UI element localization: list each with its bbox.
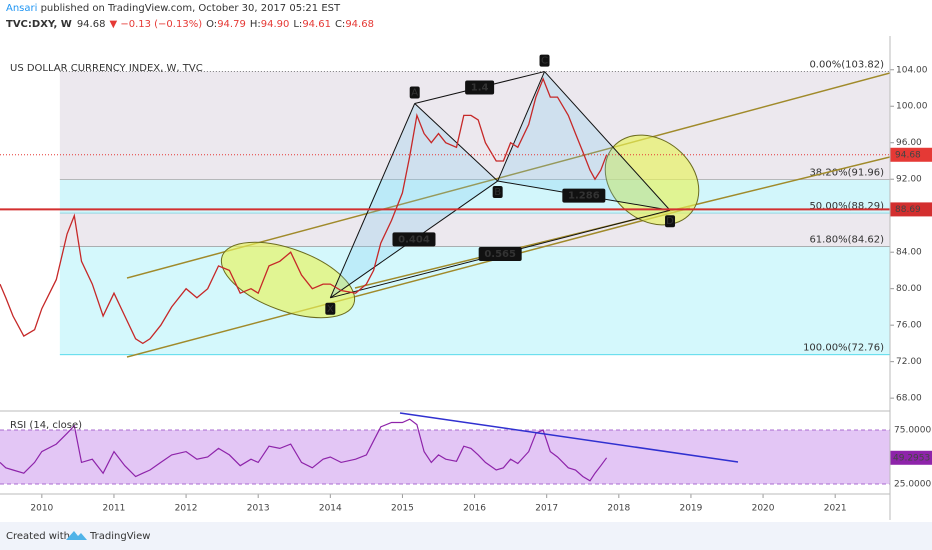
x-tick-label: 2012 xyxy=(175,504,198,514)
ratio-box xyxy=(392,232,436,247)
pattern-point-box xyxy=(325,302,336,315)
ratio-label: 1.4 xyxy=(471,83,489,94)
pattern-leg xyxy=(497,71,545,182)
pattern-fill xyxy=(330,103,498,298)
last: 94.68 xyxy=(77,19,106,30)
axis-price-label: 88.69 xyxy=(895,205,921,215)
pattern-leg xyxy=(414,103,498,182)
l-val: 94.61 xyxy=(302,19,331,30)
header-line: Ansari published on TradingView.com, Oct… xyxy=(6,3,341,14)
fib-band xyxy=(59,213,890,247)
fib-label: 100.00%(72.76) xyxy=(803,343,884,354)
y-tick-label: 76.00 xyxy=(896,321,922,331)
y-tick-label: 92.00 xyxy=(896,175,922,185)
rsi-line xyxy=(0,418,608,482)
h-key: H: xyxy=(250,19,261,30)
l-key: L: xyxy=(293,19,302,30)
pattern-fill xyxy=(497,71,671,211)
rsi-value-label: 49.2953 xyxy=(893,453,930,463)
fib-label: 38.20%(91.96) xyxy=(809,168,884,179)
symbol-line: TVC:DXY, W 94.68 ▼ −0.13 (−0.13%) O:94.79 H:… xyxy=(6,19,374,30)
rsi-tick-label: 75.0000 xyxy=(894,426,931,436)
ratio-box xyxy=(465,80,495,95)
h-val: 94.90 xyxy=(261,19,290,30)
rsi-tick-label: 25.0000 xyxy=(894,480,931,490)
o-key: O: xyxy=(206,19,217,30)
axis-price-box xyxy=(890,202,932,217)
y-tick-label: 72.00 xyxy=(896,357,922,367)
ratio-box xyxy=(478,247,522,262)
x-tick-label: 2011 xyxy=(103,504,126,514)
pattern-point-box xyxy=(539,54,550,67)
rsi-band xyxy=(0,430,890,485)
c-key: C: xyxy=(335,19,345,30)
axis-price-box xyxy=(890,147,932,162)
y-tick-label: 100.00 xyxy=(896,102,928,112)
x-tick-label: 2020 xyxy=(752,504,775,514)
footer-brand[interactable]: TradingView xyxy=(89,531,150,542)
axis-price-label: 94.68 xyxy=(895,150,921,160)
o-val: 94.79 xyxy=(217,19,246,30)
highlight-ellipse xyxy=(220,241,356,319)
ratio-label: 0.565 xyxy=(484,249,516,260)
channel-line xyxy=(126,207,691,358)
pattern-point-label: A xyxy=(411,88,418,99)
pattern-leg xyxy=(329,103,416,298)
symbol: TVC:DXY, W xyxy=(6,19,72,30)
y-tick-label: 104.00 xyxy=(896,65,928,75)
price-line xyxy=(0,77,608,345)
y-tick-label: 84.00 xyxy=(896,248,922,258)
pattern-leg xyxy=(544,71,671,211)
y-tick-label: 68.00 xyxy=(896,394,922,404)
x-tick-label: 2019 xyxy=(679,504,702,514)
rsi-value-box xyxy=(890,450,932,465)
x-tick-label: 2021 xyxy=(824,504,847,514)
rsi-label: RSI (14, close) xyxy=(10,420,82,431)
x-tick-label: 2013 xyxy=(247,504,270,514)
ratio-label: 0.404 xyxy=(398,234,430,245)
chart-title: US DOLLAR CURRENCY INDEX, W, TVC xyxy=(10,63,203,74)
fib-label: 0.00%(103.82) xyxy=(809,59,884,70)
logo xyxy=(66,531,87,540)
pattern-point-box xyxy=(409,86,420,99)
fib-label: 50.00%(88.29) xyxy=(809,201,884,212)
y-tick-label: 96.00 xyxy=(896,138,922,148)
pattern-point-label: X xyxy=(327,304,334,315)
x-tick-label: 2010 xyxy=(30,504,53,514)
pattern-point-label: B xyxy=(494,187,501,198)
pattern-point-label: D xyxy=(666,216,674,227)
pattern-point-box xyxy=(665,215,676,228)
pattern-point-box xyxy=(492,186,503,199)
x-tick-label: 2016 xyxy=(463,504,486,514)
author[interactable]: Ansari xyxy=(6,3,37,14)
ratio-label: 1.286 xyxy=(568,191,600,202)
pattern-point-label: C xyxy=(541,56,548,67)
x-tick-label: 2018 xyxy=(607,504,630,514)
ratio-box xyxy=(562,188,606,203)
change: ▼ −0.13 (−0.13%) xyxy=(109,19,202,30)
x-tick-label: 2015 xyxy=(391,504,414,514)
x-tick-label: 2017 xyxy=(535,504,558,514)
footer-created: Created with xyxy=(6,531,70,542)
c-val: 94.68 xyxy=(345,19,374,30)
y-tick-label: 80.00 xyxy=(896,284,922,294)
rsi-trendline xyxy=(399,412,739,463)
footer-bar xyxy=(0,522,932,550)
fib-label: 61.80%(84.62) xyxy=(809,235,884,246)
published: published on TradingView.com, October 30… xyxy=(37,3,341,14)
x-tick-label: 2014 xyxy=(319,504,342,514)
price-pane: 0.00%(103.82) 38.20%(91.96) 50.00%(88.29) 6… xyxy=(0,54,932,514)
